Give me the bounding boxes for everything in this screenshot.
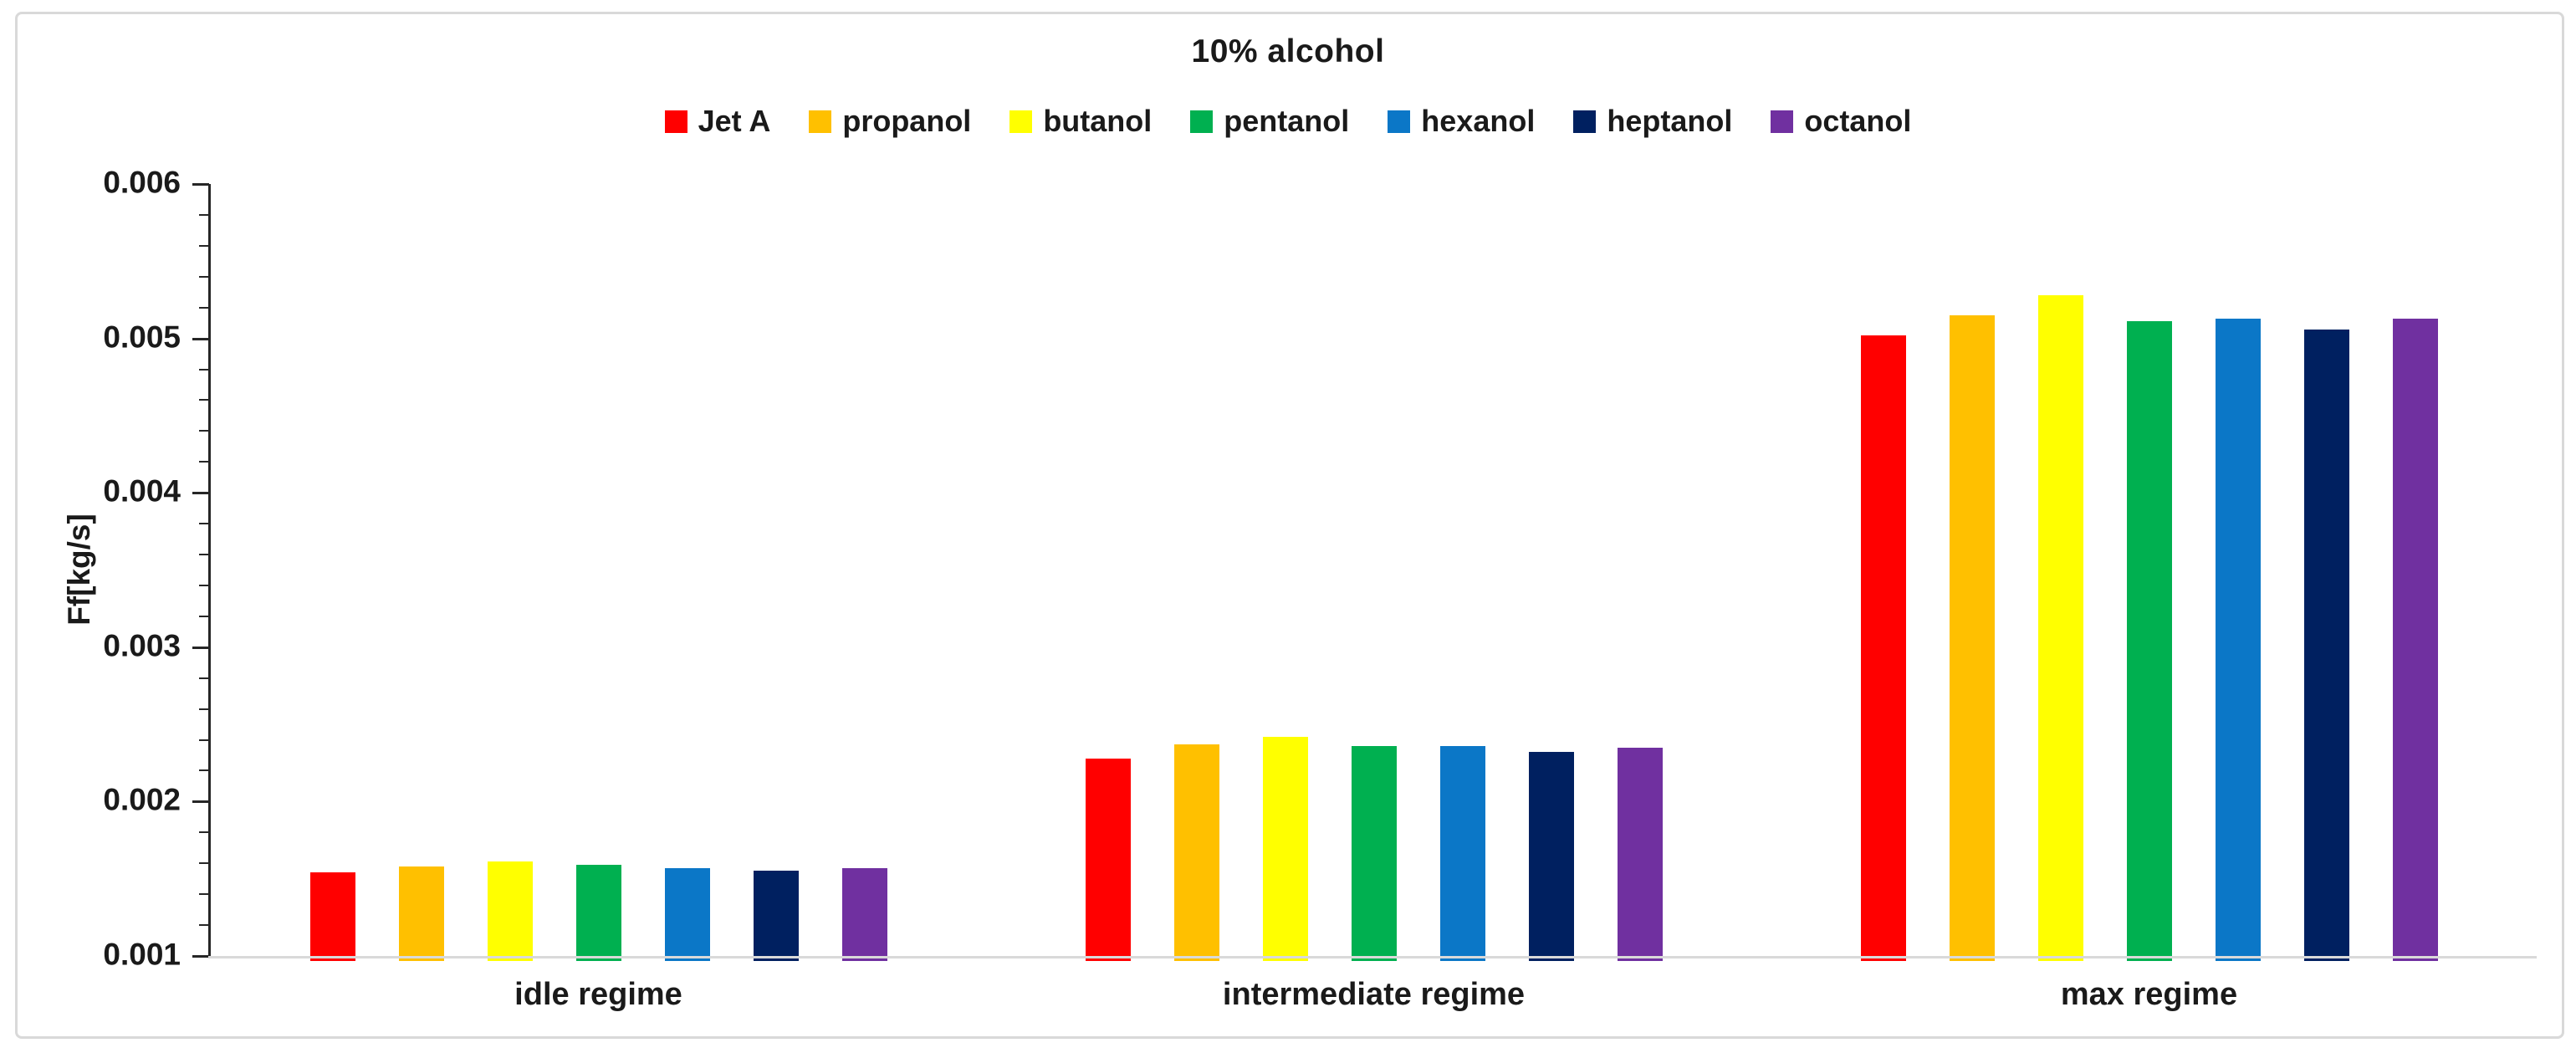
bar-hexanol-1 (665, 868, 710, 961)
y-minor-tick (199, 368, 209, 371)
bar-heptanol-1 (754, 871, 799, 961)
y-minor-tick (199, 461, 209, 463)
legend-swatch-icon (1771, 110, 1794, 133)
y-minor-tick (199, 306, 209, 309)
legend-label: Jet A (698, 104, 771, 138)
bar-propanol-3 (1950, 315, 1995, 961)
y-minor-tick (199, 584, 209, 586)
bar-octanol-1 (842, 868, 887, 961)
legend-item-jet-a: Jet A (664, 104, 771, 139)
legend-item-octanol: octanol (1771, 104, 1911, 139)
y-minor-tick (199, 677, 209, 679)
bar-butanol-2 (1263, 737, 1308, 961)
y-tick-label: 0.005 (103, 319, 181, 354)
y-major-tick (192, 800, 209, 804)
y-tick-label: 0.002 (103, 782, 181, 817)
y-minor-tick (199, 615, 209, 617)
bar-heptanol-3 (2304, 330, 2349, 961)
legend-label: hexanol (1421, 104, 1536, 138)
bar-pentanol-3 (2127, 321, 2172, 961)
bar-propanol-1 (399, 866, 444, 961)
legend-swatch-icon (664, 110, 687, 133)
bar-hexanol-2 (1440, 746, 1485, 961)
legend-label: pentanol (1224, 104, 1350, 138)
legend-item-propanol: propanol (809, 104, 971, 139)
y-minor-tick (199, 554, 209, 556)
bar-jet-a-3 (1861, 335, 1906, 961)
y-minor-tick (199, 893, 209, 896)
y-tick-label: 0.003 (103, 628, 181, 663)
bar-jet-a-2 (1086, 759, 1131, 961)
y-minor-tick (199, 831, 209, 834)
legend-swatch-icon (1190, 110, 1214, 133)
y-tick-label: 0.004 (103, 473, 181, 509)
y-minor-tick (199, 275, 209, 278)
bar-hexanol-3 (2216, 319, 2261, 961)
y-minor-tick (199, 924, 209, 927)
y-minor-tick (199, 708, 209, 710)
bar-butanol-3 (2038, 295, 2083, 961)
y-minor-tick (199, 213, 209, 216)
y-major-tick (192, 646, 209, 649)
legend-item-hexanol: hexanol (1388, 104, 1535, 139)
legend-item-butanol: butanol (1009, 104, 1152, 139)
y-minor-tick (199, 523, 209, 525)
legend-label: octanol (1804, 104, 1912, 138)
y-tick-label: 0.001 (103, 937, 181, 972)
legend-label: propanol (842, 104, 972, 138)
legend-item-heptanol: heptanol (1573, 104, 1732, 139)
y-minor-tick (199, 769, 209, 772)
legend-label: heptanol (1607, 104, 1733, 138)
legend-item-pentanol: pentanol (1190, 104, 1349, 139)
legend-label: butanol (1043, 104, 1153, 138)
x-category-label: intermediate regime (1222, 977, 1526, 1012)
y-major-tick (192, 337, 209, 340)
chart-legend: Jet A propanol butanol pentanol hexanol hepta… (0, 104, 2576, 139)
y-minor-tick (199, 862, 209, 865)
x-category-label: idle regime (514, 977, 682, 1012)
y-minor-tick (199, 430, 209, 432)
y-major-tick (192, 183, 209, 186)
y-minor-tick (199, 739, 209, 741)
y-minor-tick (199, 244, 209, 247)
x-category-label: max regime (2060, 977, 2238, 1012)
y-tick-label: 0.006 (103, 165, 181, 200)
bar-heptanol-2 (1529, 752, 1574, 961)
y-major-tick (192, 492, 209, 495)
bar-butanol-1 (488, 861, 533, 961)
legend-swatch-icon (1009, 110, 1033, 133)
y-axis-title: Ff[kg/s] (62, 514, 96, 626)
bar-pentanol-1 (576, 865, 621, 961)
bar-pentanol-2 (1352, 746, 1397, 961)
legend-swatch-icon (1388, 110, 1411, 133)
y-axis-line (208, 184, 211, 958)
y-minor-tick (199, 399, 209, 401)
chart-title: 10% alcohol (1191, 33, 1385, 69)
bar-jet-a-1 (310, 872, 355, 961)
legend-swatch-icon (809, 110, 832, 133)
bar-octanol-3 (2393, 319, 2438, 961)
legend-swatch-icon (1573, 110, 1597, 133)
x-axis-baseline (208, 956, 2537, 958)
bar-propanol-2 (1174, 744, 1219, 961)
y-major-tick (192, 955, 209, 958)
bar-octanol-2 (1618, 748, 1663, 961)
